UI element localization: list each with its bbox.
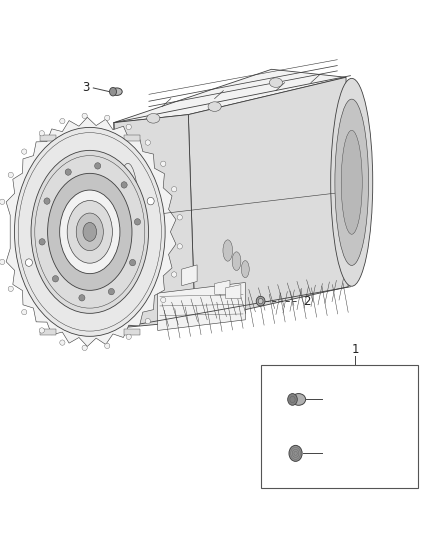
Ellipse shape xyxy=(25,259,32,266)
Ellipse shape xyxy=(0,199,5,205)
Text: 3: 3 xyxy=(326,393,334,406)
Polygon shape xyxy=(226,285,241,298)
Ellipse shape xyxy=(172,187,177,192)
Ellipse shape xyxy=(121,182,127,188)
Ellipse shape xyxy=(145,319,150,324)
Ellipse shape xyxy=(8,172,14,177)
Ellipse shape xyxy=(21,149,27,154)
Polygon shape xyxy=(40,135,56,141)
Ellipse shape xyxy=(0,259,5,264)
Ellipse shape xyxy=(232,252,241,271)
Ellipse shape xyxy=(60,340,65,345)
Ellipse shape xyxy=(105,115,110,120)
Ellipse shape xyxy=(82,113,87,118)
Ellipse shape xyxy=(269,78,283,87)
Ellipse shape xyxy=(108,288,114,295)
Ellipse shape xyxy=(31,150,148,313)
Text: 1: 1 xyxy=(351,343,359,356)
Ellipse shape xyxy=(44,198,50,204)
Ellipse shape xyxy=(65,169,71,175)
Ellipse shape xyxy=(8,286,14,292)
Ellipse shape xyxy=(177,215,182,220)
Ellipse shape xyxy=(60,190,120,273)
Ellipse shape xyxy=(241,261,249,278)
Ellipse shape xyxy=(256,296,265,306)
Ellipse shape xyxy=(331,78,373,286)
Ellipse shape xyxy=(112,88,122,95)
Ellipse shape xyxy=(223,240,233,261)
Ellipse shape xyxy=(172,272,177,277)
Ellipse shape xyxy=(83,222,96,241)
Ellipse shape xyxy=(105,343,110,349)
Ellipse shape xyxy=(79,295,85,301)
Ellipse shape xyxy=(292,393,306,405)
Polygon shape xyxy=(188,77,348,321)
Ellipse shape xyxy=(48,173,132,290)
Ellipse shape xyxy=(126,124,131,130)
Ellipse shape xyxy=(60,118,65,124)
Ellipse shape xyxy=(130,260,136,266)
Ellipse shape xyxy=(161,161,166,166)
Ellipse shape xyxy=(14,127,165,336)
Ellipse shape xyxy=(147,197,154,205)
Ellipse shape xyxy=(39,328,44,333)
Polygon shape xyxy=(124,135,140,141)
Ellipse shape xyxy=(114,157,141,263)
Polygon shape xyxy=(40,329,56,335)
Ellipse shape xyxy=(76,213,103,251)
Ellipse shape xyxy=(67,200,113,263)
Ellipse shape xyxy=(21,310,27,315)
Polygon shape xyxy=(114,69,346,123)
Text: 2: 2 xyxy=(326,447,334,460)
Ellipse shape xyxy=(335,99,368,265)
Ellipse shape xyxy=(341,130,362,235)
Polygon shape xyxy=(182,265,197,286)
Text: 2: 2 xyxy=(303,295,311,308)
Ellipse shape xyxy=(82,345,87,351)
Ellipse shape xyxy=(39,239,45,245)
Ellipse shape xyxy=(53,276,59,282)
Ellipse shape xyxy=(110,87,117,96)
Ellipse shape xyxy=(177,244,182,249)
FancyBboxPatch shape xyxy=(261,365,418,488)
Ellipse shape xyxy=(147,114,160,123)
Ellipse shape xyxy=(161,297,166,303)
Ellipse shape xyxy=(145,140,150,145)
Polygon shape xyxy=(215,280,230,294)
Text: 3: 3 xyxy=(82,82,89,94)
Polygon shape xyxy=(6,117,176,346)
Ellipse shape xyxy=(39,131,44,136)
Ellipse shape xyxy=(258,298,263,304)
Ellipse shape xyxy=(289,446,302,462)
Ellipse shape xyxy=(134,219,141,225)
Ellipse shape xyxy=(95,163,101,169)
Ellipse shape xyxy=(288,393,297,405)
Polygon shape xyxy=(124,329,140,335)
Ellipse shape xyxy=(126,334,131,340)
Polygon shape xyxy=(158,282,245,330)
Ellipse shape xyxy=(208,102,221,111)
Polygon shape xyxy=(114,115,195,328)
